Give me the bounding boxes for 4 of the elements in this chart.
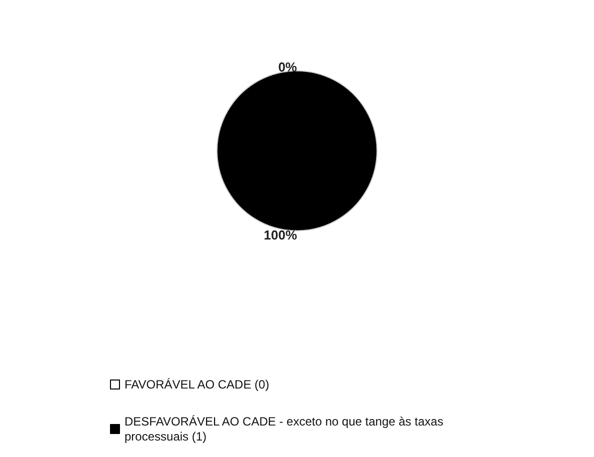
legend-label: DESFAVORÁVEL AO CADE - exceto no que tange às taxas processuais (1) <box>124 414 447 444</box>
text: 0% <box>278 59 297 74</box>
data-label: 100% <box>264 227 298 242</box>
legend-label: FAVORÁVEL AO CADE (0) <box>124 378 270 392</box>
